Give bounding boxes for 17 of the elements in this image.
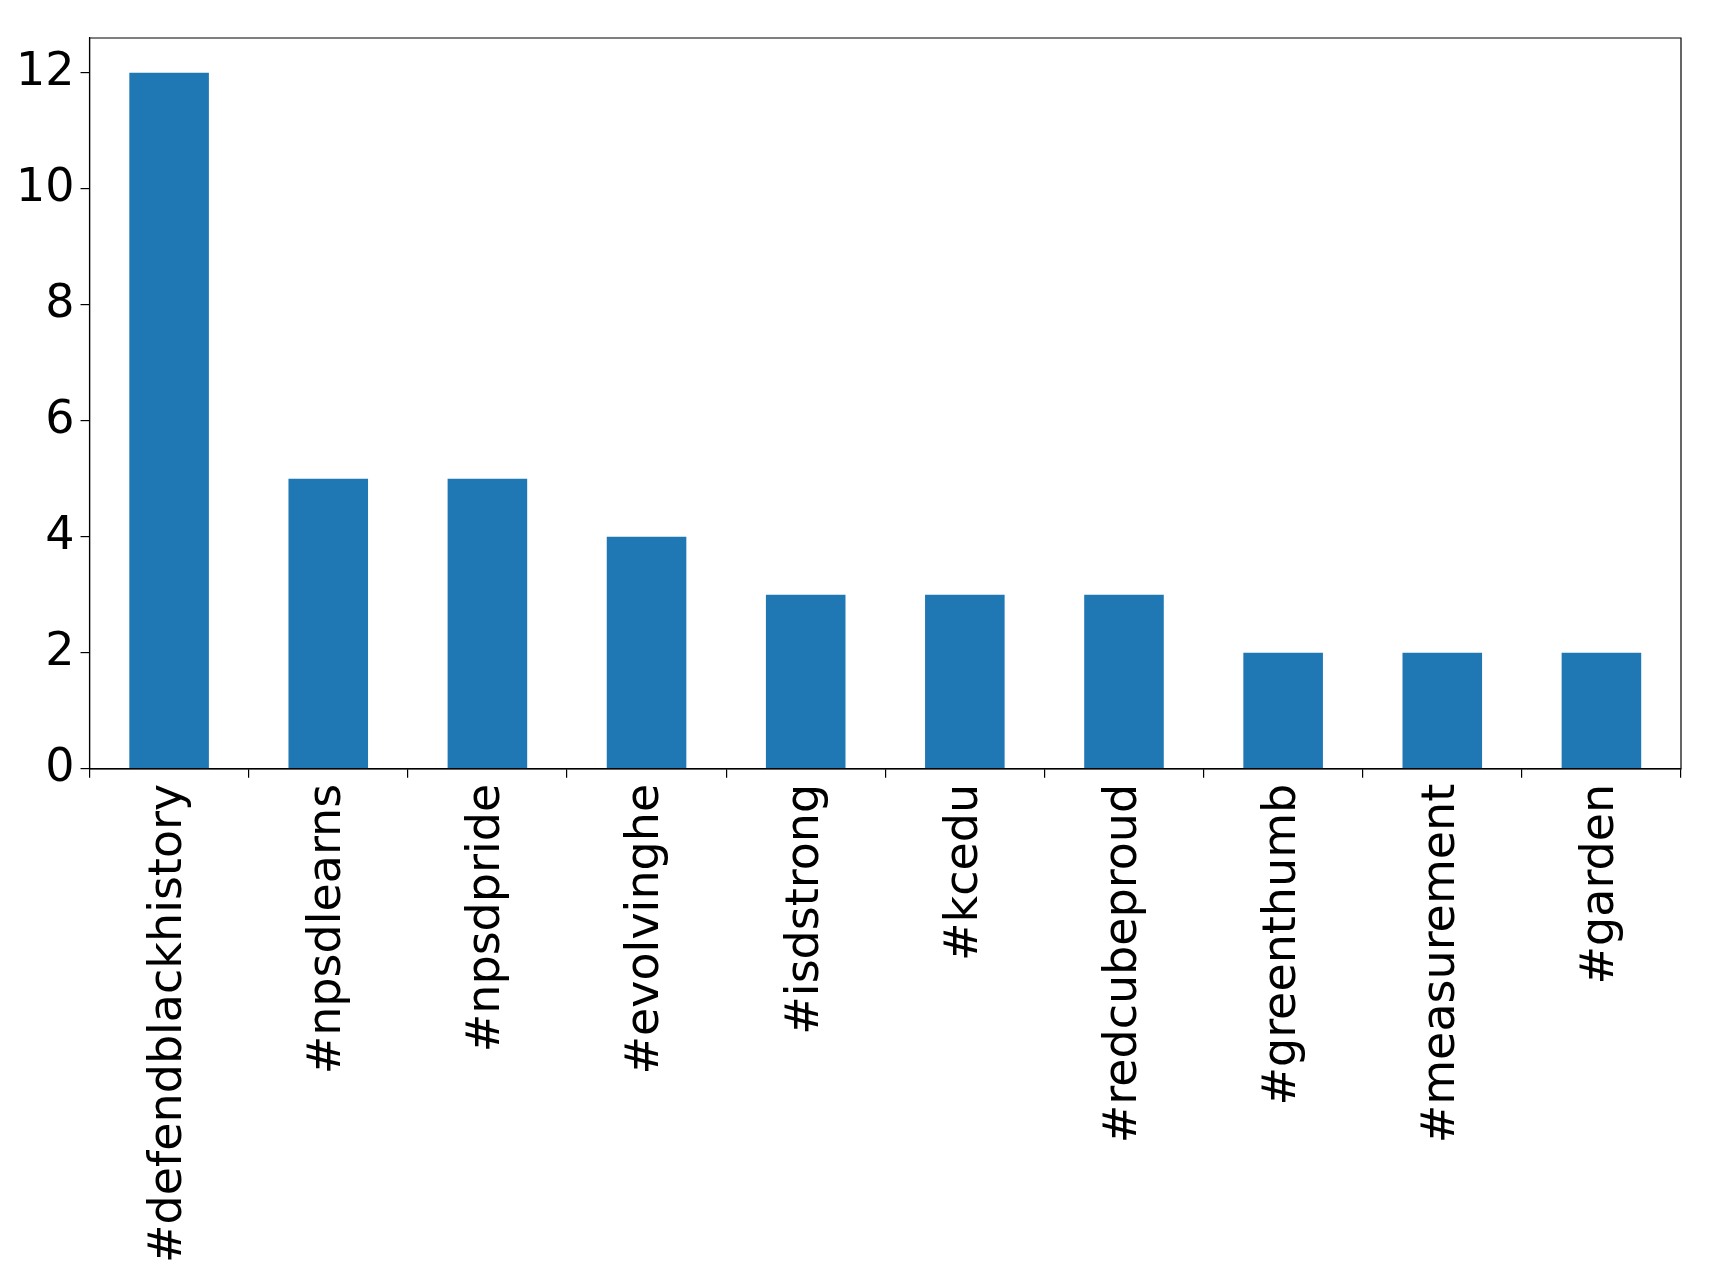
- x-tick-label: #isdstrong: [774, 783, 829, 1035]
- x-tick-label: #npsdlearns: [297, 783, 352, 1075]
- x-tick-label: #measurement: [1411, 783, 1466, 1144]
- x-tick-label: #evolvinghe: [615, 783, 670, 1075]
- x-tick-label: #kcedu: [933, 783, 988, 961]
- y-tick-label: 6: [45, 389, 75, 444]
- x-tick-label: #redcubeproud: [1092, 783, 1147, 1144]
- y-tick-label: 10: [15, 157, 75, 212]
- x-tick-label: #garden: [1570, 783, 1625, 985]
- y-tick-label: 4: [45, 505, 75, 560]
- y-tick-label: 12: [15, 41, 75, 96]
- y-tick-label: 0: [45, 737, 75, 792]
- y-tick-label: 2: [45, 621, 75, 676]
- x-tick-label: #greenthumb: [1252, 783, 1307, 1106]
- x-tick-label: #defendblackhistory: [138, 783, 193, 1264]
- x-tick-label: #npsdpride: [456, 783, 511, 1053]
- y-tick-label: 8: [45, 273, 75, 328]
